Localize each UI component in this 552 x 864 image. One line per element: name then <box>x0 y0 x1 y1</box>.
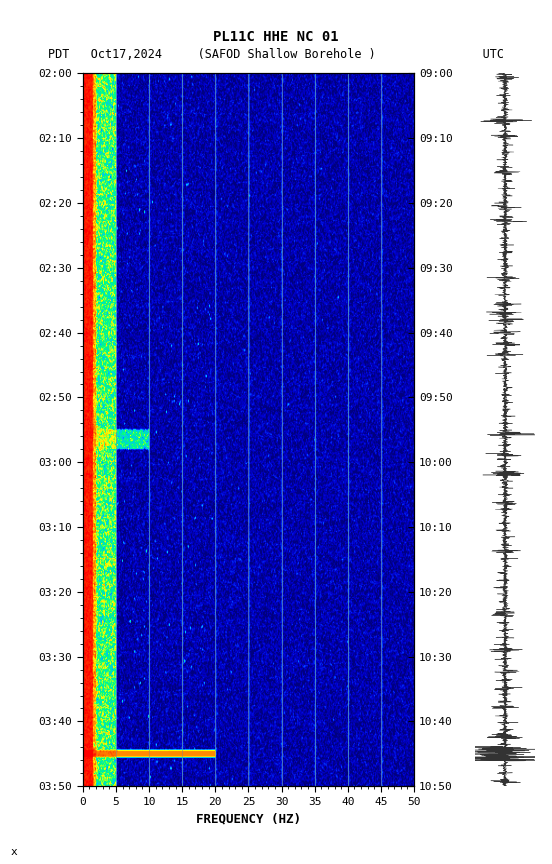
Text: PDT   Oct17,2024     (SAFOD Shallow Borehole )               UTC: PDT Oct17,2024 (SAFOD Shallow Borehole )… <box>48 48 504 60</box>
X-axis label: FREQUENCY (HZ): FREQUENCY (HZ) <box>196 812 301 825</box>
Text: PL11C HHE NC 01: PL11C HHE NC 01 <box>213 30 339 44</box>
Text: x: x <box>11 848 18 857</box>
